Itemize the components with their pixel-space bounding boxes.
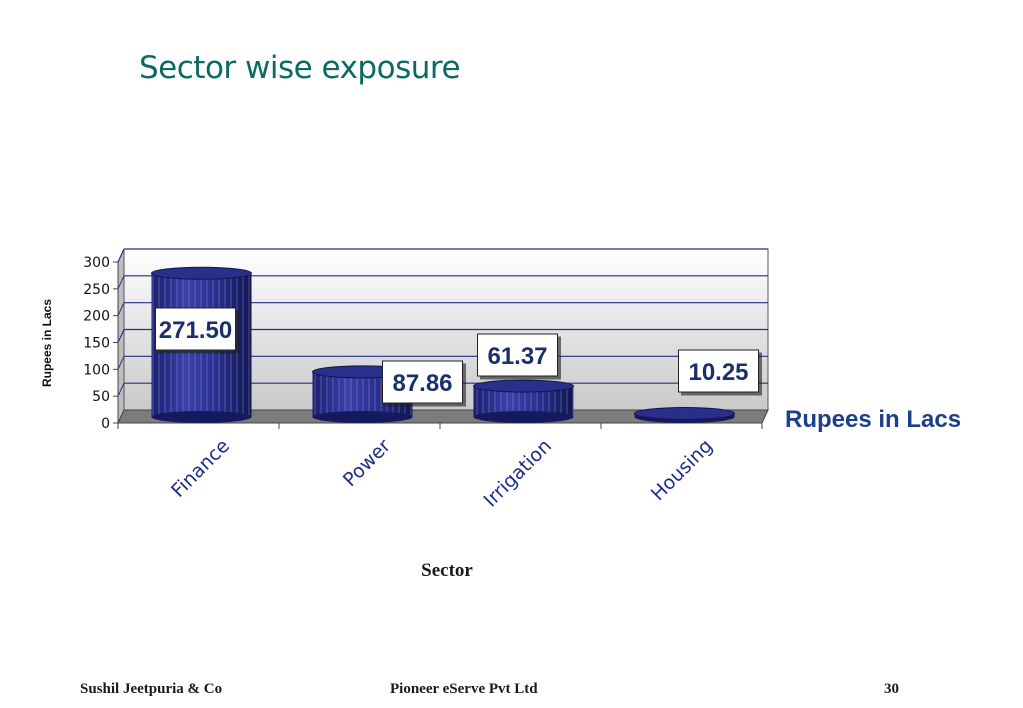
data-label: 87.86 <box>382 360 463 404</box>
slide-title: Sector wise exposure <box>139 50 461 86</box>
gridline-side <box>117 382 125 397</box>
bar <box>634 406 735 423</box>
gridline-side <box>117 356 125 370</box>
bar <box>473 379 574 423</box>
y-tick-label: 250 <box>83 282 110 298</box>
svg-text:61.37: 61.37 <box>487 343 547 370</box>
x-tick-label: Irrigation <box>479 435 556 512</box>
svg-text:10.25: 10.25 <box>688 359 748 386</box>
legend-entry: Rupees in Lacs <box>785 406 961 433</box>
y-axis-title: Rupees in Lacs <box>40 299 54 387</box>
y-tick-label: 50 <box>92 389 110 405</box>
data-label: 271.50 <box>155 307 236 351</box>
svg-text:271.50: 271.50 <box>159 317 232 344</box>
y-tick-label: 300 <box>83 255 110 271</box>
y-tick-label: 100 <box>83 362 110 378</box>
data-label: 10.25 <box>678 349 759 393</box>
y-tick-label: 0 <box>101 416 110 432</box>
page-number: 30 <box>884 681 899 697</box>
gridline-side <box>117 329 125 343</box>
footer-firm: Sushil Jeetpuria & Co <box>80 681 223 697</box>
x-tick-label: Finance <box>167 435 234 502</box>
y-tick-label: 200 <box>83 309 110 325</box>
data-label: 61.37 <box>477 333 558 377</box>
footer-company: Pioneer eServe Pvt Ltd <box>390 681 538 697</box>
svg-text:87.86: 87.86 <box>392 370 452 397</box>
x-axis-title: Sector <box>421 560 473 581</box>
gridline-side <box>117 275 125 290</box>
x-tick-label: Power <box>339 435 395 491</box>
y-tick-label: 150 <box>83 336 110 352</box>
x-tick-label: Housing <box>647 435 717 505</box>
gridline-side <box>117 248 125 263</box>
gridline-side <box>117 302 125 316</box>
